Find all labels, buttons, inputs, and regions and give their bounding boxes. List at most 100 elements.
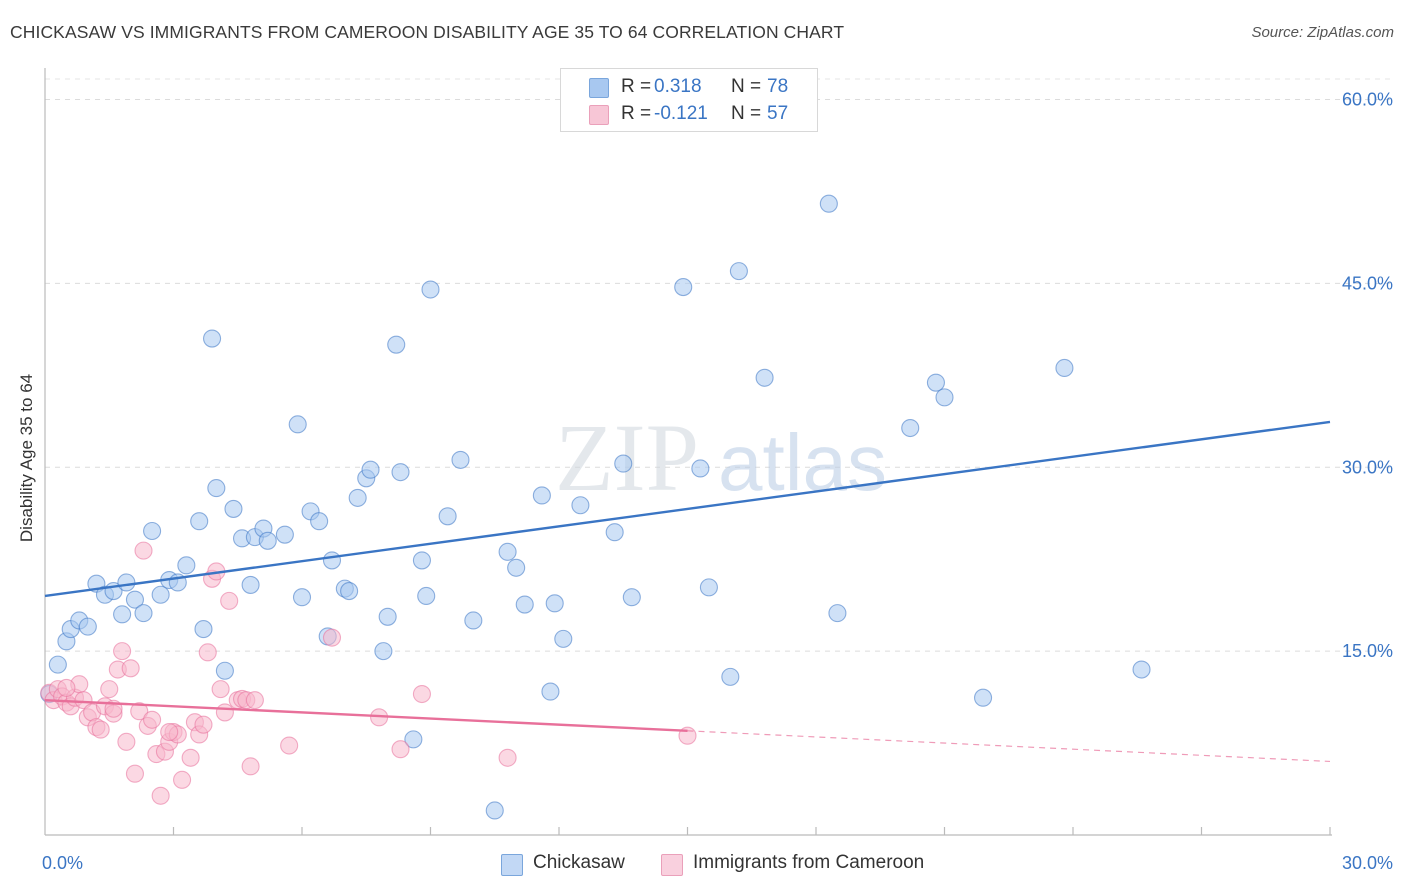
chickasaw-point <box>215 661 234 680</box>
x-tick-label: 30.0% <box>1342 853 1393 873</box>
stats-row-cameroon: R = -0.121 N = 57 <box>561 101 817 127</box>
chickasaw-point <box>78 617 97 636</box>
chickasaw-point <box>177 556 196 575</box>
chickasaw-point <box>828 604 847 623</box>
chickasaw-point <box>755 368 774 387</box>
series-cameroon-points <box>40 541 697 805</box>
chickasaw-point <box>322 551 342 570</box>
axes <box>44 68 1332 836</box>
chickasaw-swatch <box>589 78 609 98</box>
n-label: N = <box>731 76 762 97</box>
cameroon-point <box>391 740 410 759</box>
chickasaw-point <box>391 463 410 482</box>
cameroon-swatch <box>589 105 609 125</box>
legend-label: Immigrants from Cameroon <box>693 852 925 873</box>
chickasaw-point <box>288 415 307 434</box>
cameroon-point <box>241 757 260 776</box>
cameroon-point <box>117 732 136 751</box>
source-credit: Source: ZipAtlas.com <box>1251 24 1394 41</box>
chickasaw-point <box>729 262 748 281</box>
chart-title: CHICKASAW VS IMMIGRANTS FROM CAMEROON DI… <box>10 22 845 42</box>
cameroon-trend-extension <box>687 730 1331 763</box>
grid-lines <box>45 78 1395 652</box>
y-tick-label: 45.0% <box>1342 273 1393 293</box>
chickasaw-point <box>485 801 504 820</box>
cameroon-point <box>74 691 93 710</box>
cameroon-point <box>245 691 264 710</box>
chickasaw-point <box>412 551 431 570</box>
cameroon-point <box>125 764 144 783</box>
chickasaw-point <box>203 329 222 348</box>
chickasaw-point <box>134 604 153 623</box>
cameroon-point <box>91 720 110 739</box>
cameroon-point <box>181 748 200 767</box>
chickasaw-point <box>699 578 718 597</box>
chickasaw-point <box>554 629 573 648</box>
stats-row-chickasaw: R = 0.318 N = 78 <box>561 74 817 100</box>
chickasaw-point <box>498 542 517 561</box>
cameroon-point <box>280 736 299 755</box>
chickasaw-point <box>541 682 560 701</box>
n-value: 57 <box>767 103 789 124</box>
chickasaw-point <box>194 620 213 639</box>
stats-legend: R = 0.318 N = 78 R = -0.121 N = 57 <box>560 68 818 132</box>
series-legend: Chickasaw Immigrants from Cameroon <box>0 852 1406 880</box>
tick-labels: 15.0% 30.0% 45.0% 60.0% 0.0% 30.0% <box>42 90 1393 873</box>
chickasaw-point <box>819 194 838 213</box>
chickasaw-point <box>404 730 423 749</box>
watermark: ZIP atlas <box>555 404 887 511</box>
chickasaw-point <box>113 605 132 624</box>
chickasaw-point <box>275 525 294 544</box>
chickasaw-point <box>622 588 641 607</box>
cameroon-point <box>215 703 234 722</box>
cameroon-point <box>412 684 431 704</box>
chickasaw-point <box>451 450 470 469</box>
chickasaw-point <box>207 479 226 498</box>
chickasaw-point <box>241 575 260 594</box>
n-value: 78 <box>767 76 789 97</box>
chickasaw-point <box>674 278 693 297</box>
chickasaw-point <box>901 418 920 438</box>
cameroon-point <box>198 643 217 662</box>
chickasaw-point <box>614 454 633 473</box>
y-axis-label: Disability Age 35 to 64 <box>17 373 36 543</box>
chickasaw-point <box>1132 660 1151 679</box>
chickasaw-point <box>571 496 590 515</box>
cameroon-point <box>220 591 239 610</box>
cameroon-point <box>211 680 230 699</box>
chickasaw-point <box>545 594 564 613</box>
chickasaw-point <box>464 611 483 630</box>
chickasaw-point <box>374 642 393 661</box>
chickasaw-point <box>1055 358 1074 378</box>
x-tick-label: 0.0% <box>42 853 83 873</box>
chickasaw-point <box>417 586 436 606</box>
chickasaw-point <box>973 688 993 707</box>
chickasaw-point <box>48 655 67 674</box>
cameroon-point <box>57 678 76 697</box>
chickasaw-point <box>515 595 534 614</box>
chickasaw-point <box>507 558 526 577</box>
cameroon-point <box>151 786 170 805</box>
cameroon-point <box>143 710 162 729</box>
chickasaw-point <box>935 388 954 407</box>
cameroon-point <box>134 541 153 560</box>
chickasaw-point <box>532 486 551 505</box>
cameroon-point <box>130 702 149 721</box>
cameroon-point <box>100 680 119 699</box>
series-chickasaw-points <box>40 194 1151 820</box>
cameroon-point <box>498 748 517 767</box>
cameroon-point <box>121 659 140 678</box>
chickasaw-point <box>117 573 136 592</box>
chickasaw-point <box>151 585 170 604</box>
cameroon-point <box>322 628 342 647</box>
y-tick-label: 30.0% <box>1342 457 1393 477</box>
chickasaw-point <box>361 460 380 479</box>
chickasaw-point <box>190 512 209 531</box>
cameroon-trend-line <box>44 698 688 733</box>
cameroon-point <box>194 715 213 734</box>
r-label: R = <box>621 103 652 124</box>
chickasaw-trend-line <box>44 420 1331 598</box>
chickasaw-swatch <box>501 854 523 876</box>
chickasaw-point <box>691 459 710 478</box>
